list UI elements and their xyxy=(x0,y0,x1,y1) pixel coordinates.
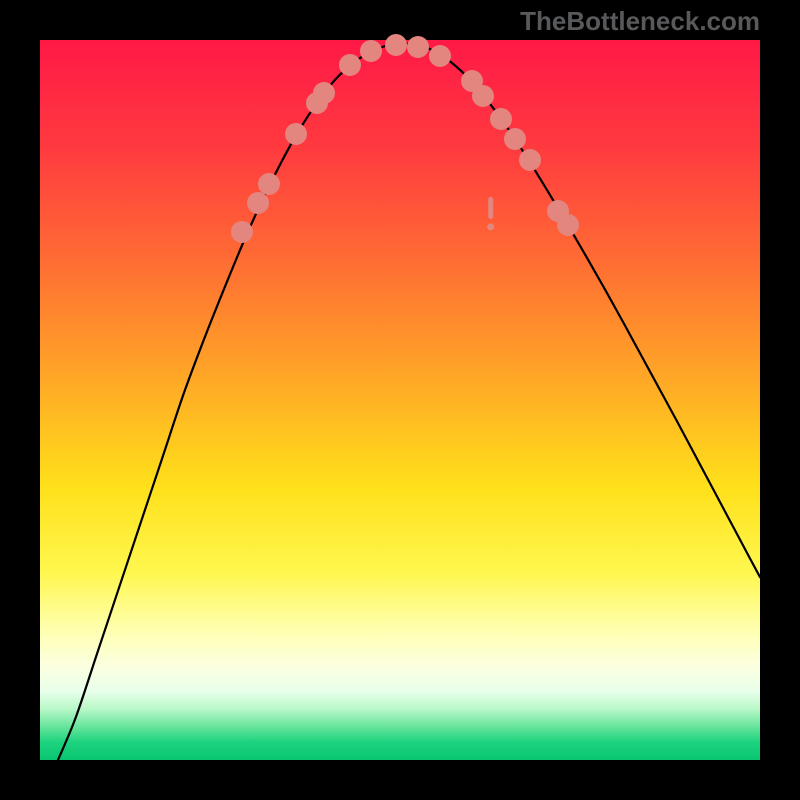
data-marker xyxy=(313,82,335,104)
data-marker xyxy=(385,34,407,56)
watermark-text: TheBottleneck.com xyxy=(520,6,760,37)
data-marker xyxy=(557,214,579,236)
data-marker xyxy=(429,45,451,67)
markers-layer xyxy=(40,40,760,760)
data-marker xyxy=(490,108,512,130)
data-marker xyxy=(360,40,382,62)
data-marker xyxy=(472,85,494,107)
plot-area xyxy=(40,40,760,760)
data-marker xyxy=(504,128,526,150)
data-marker xyxy=(339,54,361,76)
data-marker xyxy=(285,123,307,145)
data-marker xyxy=(247,192,269,214)
data-marker xyxy=(519,149,541,171)
data-marker xyxy=(407,36,429,58)
data-marker xyxy=(258,173,280,195)
data-marker xyxy=(231,221,253,243)
